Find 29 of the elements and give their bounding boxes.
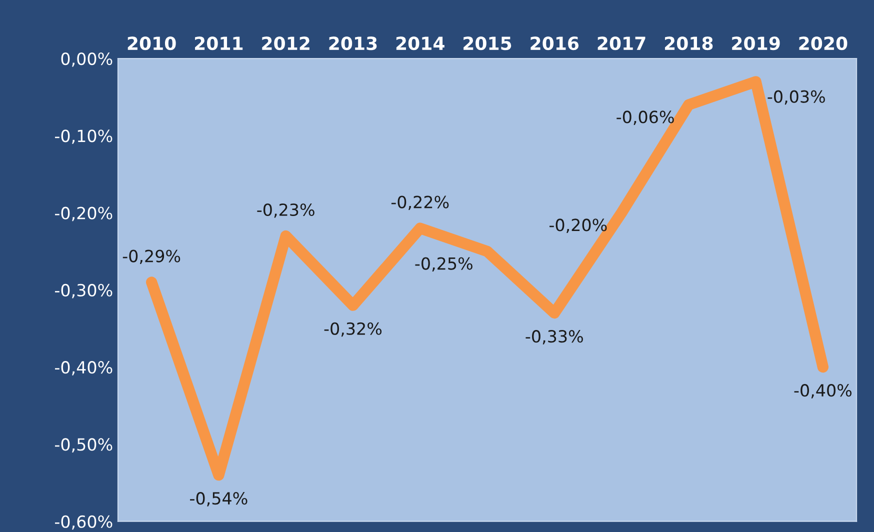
x-tick-label: 2013 [329,36,377,50]
data-label: -0,33% [526,330,583,344]
data-label: -0,40% [794,384,852,398]
x-tick-label: 2018 [664,36,713,50]
data-label: -0,22% [391,196,449,210]
y-tick-label: -0,10% [54,130,112,144]
x-tick-label: 2015 [464,36,512,50]
data-label: -0,25% [415,257,472,272]
y-tick-label: -0,50% [54,438,112,452]
x-tick-label: 2014 [396,36,444,50]
x-tick-label: 2017 [598,36,646,50]
x-tick-label: 2019 [732,36,780,50]
data-label: -0,29% [122,250,180,264]
x-tick-label: 2012 [262,36,310,50]
data-label: -0,06% [616,110,674,125]
x-tick-label: 2020 [799,36,848,50]
y-tick-label: -0,60% [54,515,112,530]
x-tick-label: 2016 [530,36,579,50]
y-tick-label: 0,00% [61,52,112,67]
data-label: -0,20% [550,218,607,233]
data-label: -0,32% [324,322,382,337]
y-tick-label: -0,20% [54,206,112,222]
y-tick-label: -0,40% [54,361,112,376]
data-label: -0,03% [768,90,825,105]
x-tick-label: 2010 [128,36,176,50]
x-tick-label: 2011 [195,36,243,50]
y-tick-label: -0,30% [54,284,112,298]
data-label: -0,23% [257,203,314,218]
data-label: -0,54% [190,492,248,506]
